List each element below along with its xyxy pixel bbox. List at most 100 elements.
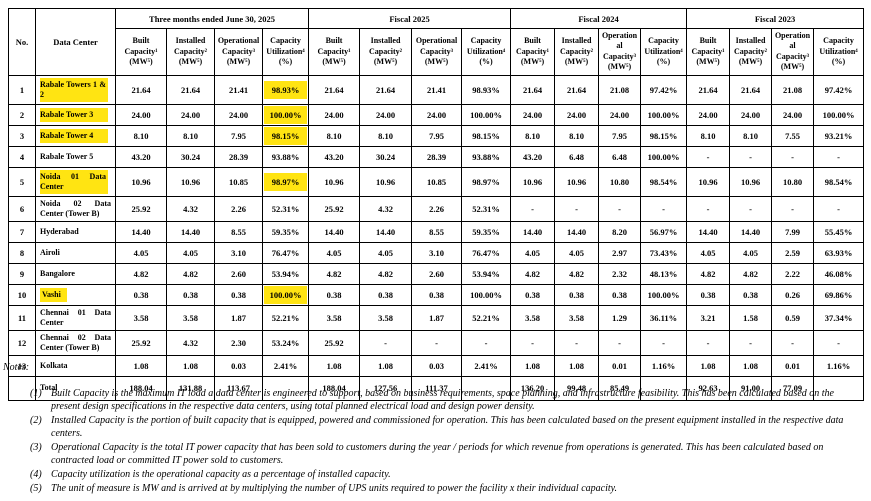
note-number: (4) bbox=[30, 469, 42, 480]
data-center-name: Rabale Tower 3 bbox=[35, 103, 116, 126]
row-number: 8 bbox=[8, 241, 36, 264]
value-cell: 4.82 bbox=[166, 262, 215, 285]
header-data-center: Data Center bbox=[35, 8, 116, 76]
value-cell: 24.00 bbox=[510, 103, 556, 126]
value-cell: 4.82 bbox=[115, 262, 167, 285]
value-cell: 98.97% bbox=[461, 166, 512, 197]
value-cell: 127.56 bbox=[359, 375, 413, 401]
value-cell: 28.39 bbox=[411, 145, 463, 168]
value-cell bbox=[640, 375, 688, 401]
value-cell: 21.08 bbox=[598, 74, 642, 105]
value-cell bbox=[461, 375, 512, 401]
highlight-annotation: 98.15% bbox=[264, 126, 308, 145]
value-cell: 14.40 bbox=[729, 220, 773, 243]
header-built-capacity: Built Capacity¹ (MW⁵) bbox=[115, 28, 167, 76]
value-cell: 53.94% bbox=[461, 262, 512, 285]
value-cell: 14.40 bbox=[359, 220, 413, 243]
row-number: 3 bbox=[8, 124, 36, 147]
value-cell: 0.38 bbox=[359, 283, 413, 306]
value-cell: 24.00 bbox=[686, 103, 731, 126]
value-cell: 76.47% bbox=[261, 241, 310, 264]
value-cell: 4.82 bbox=[510, 262, 556, 285]
data-center-name: Chennai 01 Data Center bbox=[35, 304, 116, 331]
value-cell: 93.21% bbox=[813, 124, 865, 147]
value-cell: 4.32 bbox=[359, 195, 413, 222]
value-cell: 98.15% bbox=[261, 124, 310, 147]
row-number: 2 bbox=[8, 103, 36, 126]
value-cell: 53.24% bbox=[261, 329, 310, 356]
value-cell: 97.42% bbox=[640, 74, 688, 105]
value-cell: 53.94% bbox=[261, 262, 310, 285]
value-cell: 8.10 bbox=[166, 124, 215, 147]
table-row: 2 Rabale Tower 3 24.00 24.00 24.00 100.00% 24.… bbox=[8, 103, 865, 126]
value-cell: 98.54% bbox=[640, 166, 688, 197]
value-cell: 4.05 bbox=[115, 241, 167, 264]
value-cell: 100.00% bbox=[461, 103, 512, 126]
value-cell: 3.10 bbox=[214, 241, 263, 264]
value-cell: 1.87 bbox=[411, 304, 463, 331]
value-cell: 43.20 bbox=[308, 145, 361, 168]
header-operational-capacity: Operational Capacity³ (MW⁵) bbox=[214, 28, 263, 76]
row-number: 10 bbox=[8, 283, 36, 306]
value-cell bbox=[261, 375, 310, 401]
value-cell: 100.00% bbox=[261, 103, 310, 126]
value-cell: 4.05 bbox=[729, 241, 773, 264]
value-cell: 0.38 bbox=[411, 283, 463, 306]
highlight-annotation: Noida 01 Data Center bbox=[40, 169, 108, 194]
value-cell: 48.13% bbox=[640, 262, 688, 285]
value-cell: 100.00% bbox=[461, 283, 512, 306]
value-cell: 37.34% bbox=[813, 304, 865, 331]
period-group-fiscal-2024: Fiscal 2024 bbox=[510, 8, 688, 29]
value-cell: 0.38 bbox=[598, 283, 642, 306]
data-center-name: Airoli bbox=[35, 241, 116, 264]
value-cell: 92.63 bbox=[686, 375, 731, 401]
value-cell: 46.08% bbox=[813, 262, 865, 285]
row-number: 12 bbox=[8, 329, 36, 356]
value-cell: 21.64 bbox=[308, 74, 361, 105]
value-cell: 3.10 bbox=[411, 241, 463, 264]
value-cell: 98.54% bbox=[813, 166, 865, 197]
value-cell: - bbox=[640, 329, 688, 356]
value-cell: 24.00 bbox=[729, 103, 773, 126]
value-cell: 14.40 bbox=[686, 220, 731, 243]
value-cell: - bbox=[771, 145, 815, 168]
value-cell: - bbox=[813, 195, 865, 222]
value-cell: 14.40 bbox=[166, 220, 215, 243]
value-cell: 43.20 bbox=[510, 145, 556, 168]
value-cell: - bbox=[771, 329, 815, 356]
value-cell: 24.00 bbox=[411, 103, 463, 126]
value-cell: 2.32 bbox=[598, 262, 642, 285]
data-center-name: Rabale Towers 1 & 2 bbox=[35, 74, 116, 105]
row-number: 6 bbox=[8, 195, 36, 222]
value-cell: 0.38 bbox=[214, 283, 263, 306]
row-number: 9 bbox=[8, 262, 36, 285]
value-cell: 0.38 bbox=[166, 283, 215, 306]
value-cell: 4.05 bbox=[686, 241, 731, 264]
value-cell: 4.05 bbox=[166, 241, 215, 264]
header-installed-capacity: Installed Capacity² (MW⁵) bbox=[166, 28, 215, 76]
value-cell: 14.40 bbox=[308, 220, 361, 243]
value-cell: 3.58 bbox=[359, 304, 413, 331]
value-cell: 55.45% bbox=[813, 220, 865, 243]
data-center-name: Rabale Tower 4 bbox=[35, 124, 116, 147]
value-cell: 25.92 bbox=[308, 329, 361, 356]
value-cell: 0.26 bbox=[771, 283, 815, 306]
value-cell: 7.95 bbox=[214, 124, 263, 147]
value-cell: 14.40 bbox=[115, 220, 167, 243]
value-cell: 3.58 bbox=[554, 304, 600, 331]
row-number: 1 bbox=[8, 74, 36, 105]
header-built-capacity: Built Capacity¹ (MW⁵) bbox=[510, 28, 556, 76]
value-cell: 59.35% bbox=[261, 220, 310, 243]
note-text: Operational Capacity is the total IT pow… bbox=[51, 442, 824, 466]
value-cell: 10.85 bbox=[214, 166, 263, 197]
header-capacity-utilization: Capacity Utilization⁴ (%) bbox=[640, 28, 688, 76]
value-cell: 63.93% bbox=[813, 241, 865, 264]
value-cell: 8.55 bbox=[411, 220, 463, 243]
value-cell: 3.58 bbox=[510, 304, 556, 331]
value-cell: 3.58 bbox=[308, 304, 361, 331]
table-row: 3 Rabale Tower 4 8.10 8.10 7.95 98.15% 8.10 8.1… bbox=[8, 124, 865, 147]
data-center-name: Hyderabad bbox=[35, 220, 116, 243]
row-number: 7 bbox=[8, 220, 36, 243]
value-cell: 8.10 bbox=[510, 124, 556, 147]
value-cell: 7.95 bbox=[411, 124, 463, 147]
